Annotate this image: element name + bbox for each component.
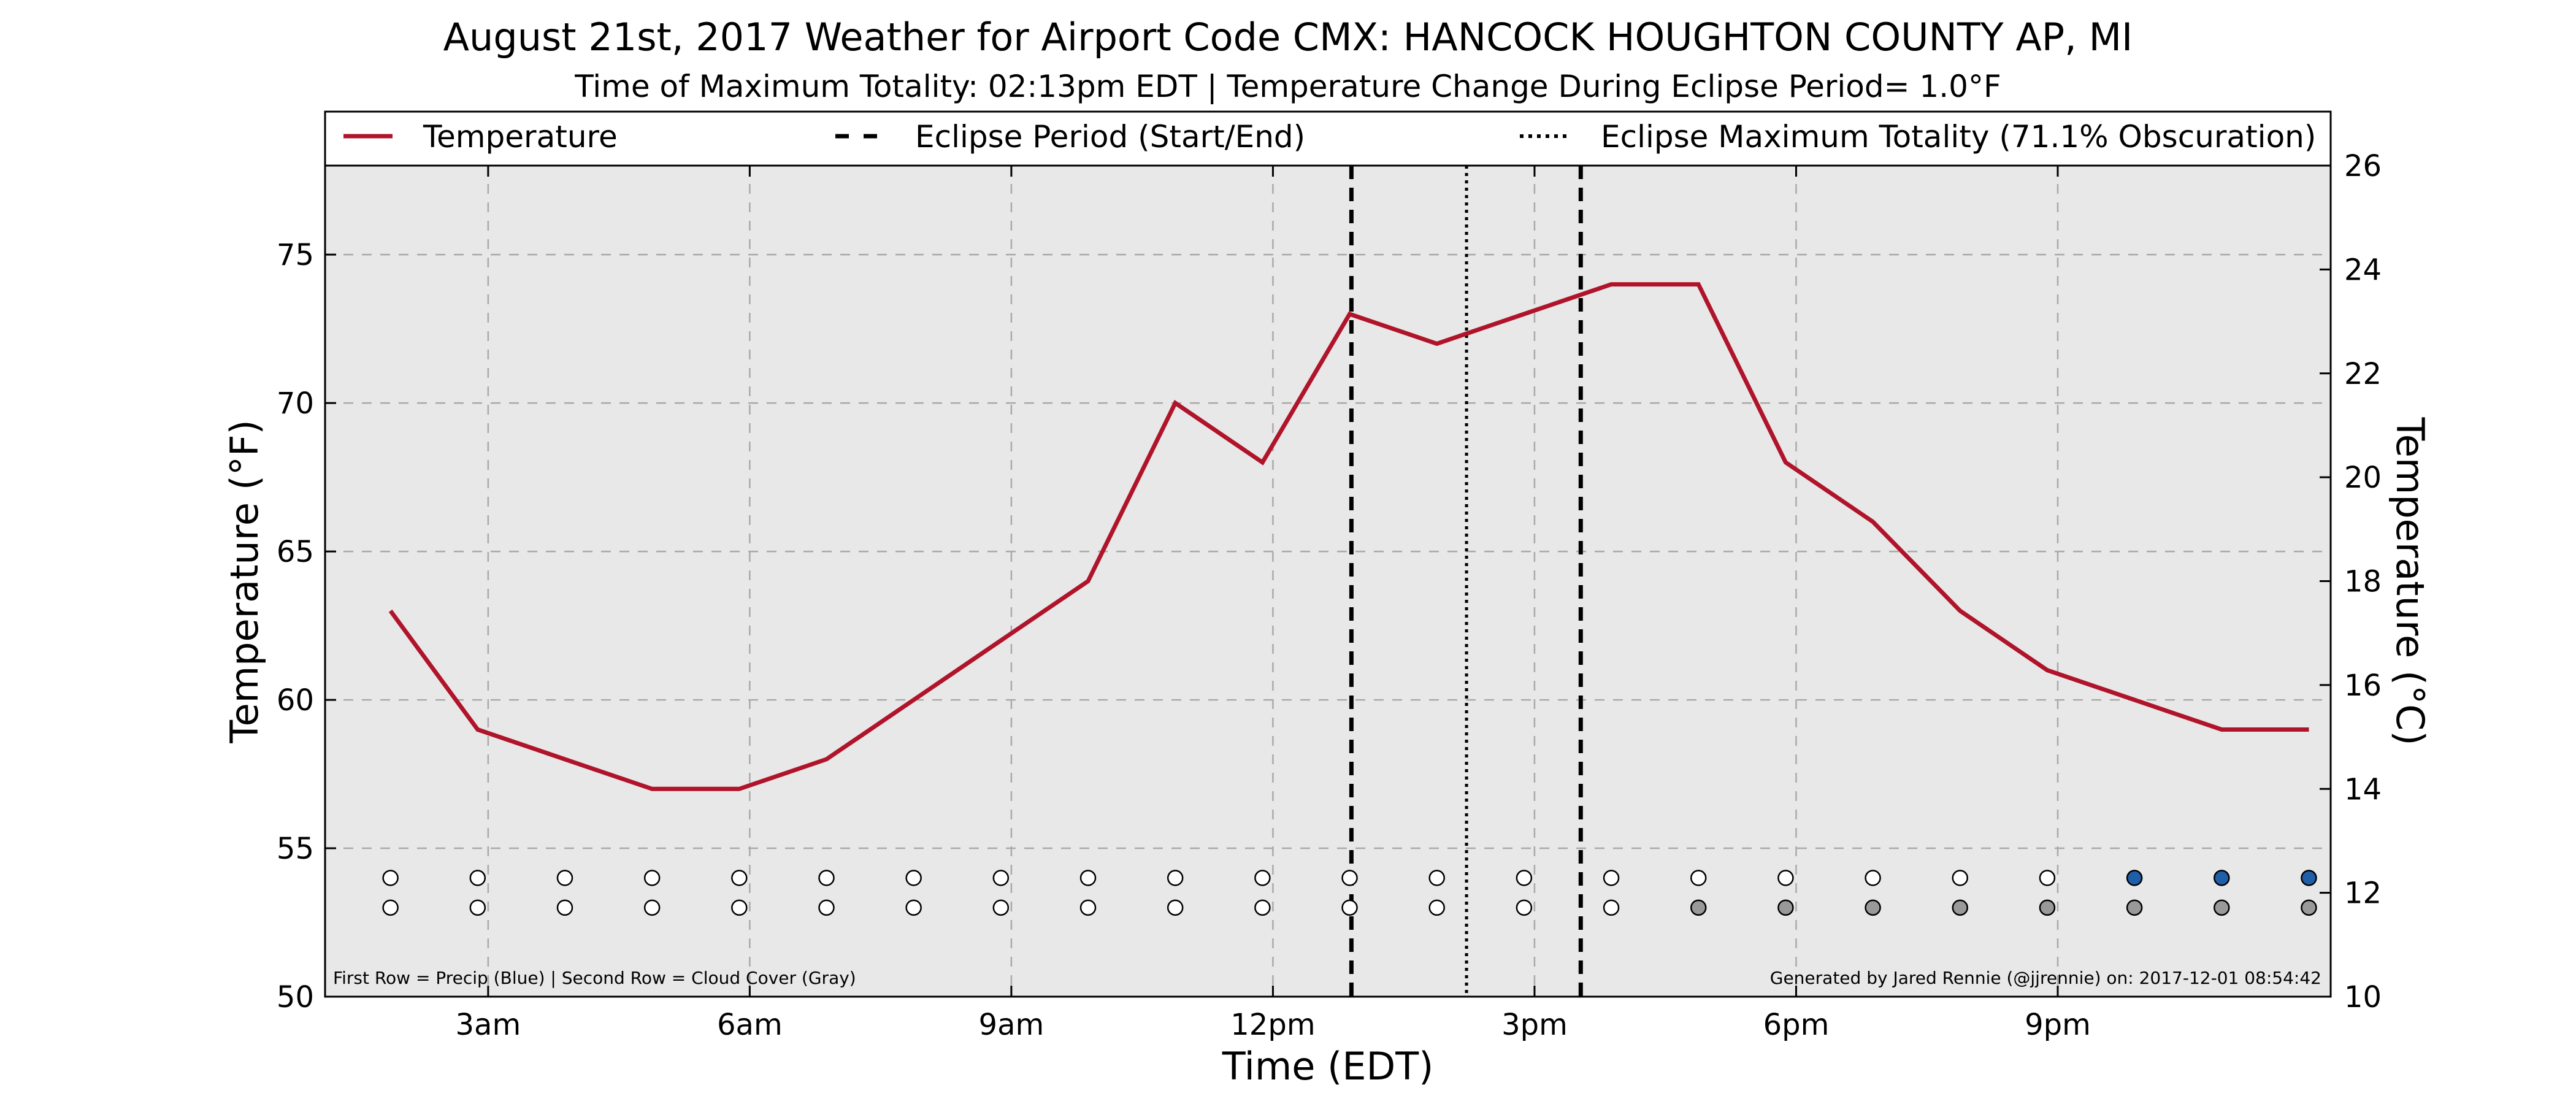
plot-area — [325, 166, 2331, 997]
y2-tick-label: 22 — [2344, 357, 2382, 391]
cloud-indicator — [1777, 899, 1794, 916]
cloud-indicator — [1690, 899, 1707, 916]
precip-indicator — [1777, 870, 1794, 886]
cloud-indicator — [1254, 899, 1271, 916]
cloud-indicator — [1079, 899, 1097, 916]
plot-frame — [324, 164, 2332, 998]
precip-indicator — [643, 870, 661, 886]
y2-tick-label: 14 — [2344, 772, 2382, 807]
x-tick-label: 9pm — [2025, 1008, 2091, 1042]
axis-ticks: 3am 6am 9am 12pm 3pm 6pm 9pm 50 55 60 65 70 75 10 12 14… — [277, 149, 2382, 1042]
cloud-indicator — [2126, 899, 2143, 916]
chart-subtitle: Time of Maximum Totality: 02:13pm EDT | … — [574, 69, 2001, 104]
legend-label-eclipse-max: Eclipse Maximum Totality (71.1% Obscurat… — [1601, 119, 2316, 155]
footnote-right: Generated by Jared Rennie (@jjrennie) on… — [1770, 968, 2321, 988]
series-group — [388, 282, 2309, 791]
cloud-indicator — [1603, 899, 1620, 916]
cloud-indicator — [2214, 899, 2230, 916]
x-tick-label: 9am — [979, 1008, 1045, 1042]
cloud-indicator — [818, 899, 835, 916]
precip-indicator — [1603, 870, 1620, 886]
legend-label-eclipse-period: Eclipse Period (Start/End) — [915, 119, 1305, 155]
y2-tick-label: 24 — [2344, 253, 2382, 287]
y-axis-title: Temperature (°F) — [222, 420, 267, 743]
precip-indicator — [1865, 870, 1881, 886]
precip-indicator — [2214, 870, 2230, 886]
cloud-indicator — [1167, 899, 1184, 916]
cloud-indicator — [2039, 899, 2056, 916]
precip-indicator — [556, 870, 573, 886]
y2-tick-label: 12 — [2344, 876, 2382, 911]
cloud-indicator — [1428, 899, 1445, 916]
precip-indicator — [1079, 870, 1097, 886]
cloud-indicator — [643, 899, 661, 916]
y-tick-label: 75 — [277, 238, 314, 272]
precip-indicator — [2039, 870, 2056, 886]
precip-indicator — [1516, 870, 1533, 886]
precip-indicator — [1690, 870, 1707, 886]
legend-label-temperature: Temperature — [423, 119, 618, 155]
legend: Temperature Eclipse Period (Start/End) E… — [324, 110, 2332, 167]
y2-tick-label: 10 — [2344, 980, 2382, 1014]
precip-indicator — [382, 870, 399, 886]
cloud-indicator — [556, 899, 573, 916]
precip-indicator — [992, 870, 1010, 886]
y2-tick-label: 26 — [2344, 149, 2382, 183]
footnote-left: First Row = Precip (Blue) | Second Row =… — [333, 968, 856, 988]
x-tick-label: 3am — [456, 1008, 521, 1042]
precip-indicator — [469, 870, 486, 886]
cloud-indicator — [382, 899, 399, 916]
precip-indicator — [1341, 870, 1358, 886]
x-axis-title: Time (EDT) — [1222, 1044, 1434, 1089]
cloud-indicator — [731, 899, 748, 916]
cloud-indicator — [1341, 899, 1358, 916]
precip-indicator — [905, 870, 922, 886]
cloud-indicator — [2301, 899, 2317, 916]
y-tick-label: 65 — [277, 535, 314, 569]
precip-indicator — [1428, 870, 1445, 886]
precip-indicator — [1952, 870, 1969, 886]
cloud-indicator — [1952, 899, 1969, 916]
indicator-rows — [382, 870, 2317, 916]
cloud-indicator — [1516, 899, 1533, 916]
x-tick-label: 6pm — [1763, 1008, 1830, 1042]
chart-title: August 21st, 2017 Weather for Airport Co… — [443, 15, 2133, 59]
precip-indicator — [2301, 870, 2317, 886]
y-tick-label: 55 — [277, 832, 314, 866]
precip-indicator — [818, 870, 835, 886]
precip-indicator — [731, 870, 748, 886]
y2-tick-label: 20 — [2344, 461, 2382, 495]
y-tick-label: 60 — [277, 683, 314, 718]
cloud-indicator — [905, 899, 922, 916]
x-tick-label: 12pm — [1230, 1008, 1315, 1042]
cloud-indicator — [1865, 899, 1881, 916]
grid-lines — [325, 166, 2331, 997]
y-tick-label: 70 — [277, 386, 314, 421]
temperature-line — [388, 282, 2309, 791]
precip-indicator — [1167, 870, 1184, 886]
cloud-indicator — [992, 899, 1010, 916]
y2-tick-label: 16 — [2344, 669, 2382, 703]
precip-indicator — [2126, 870, 2143, 886]
cloud-indicator — [469, 899, 486, 916]
x-tick-label: 6am — [717, 1008, 783, 1042]
precip-indicator — [1254, 870, 1271, 886]
y2-tick-label: 18 — [2344, 565, 2382, 599]
y-tick-label: 50 — [277, 980, 314, 1014]
eclipse-lines — [1349, 166, 1583, 997]
x-tick-label: 3pm — [1501, 1008, 1568, 1042]
y2-axis-title: Temperature (°C) — [2388, 416, 2432, 745]
